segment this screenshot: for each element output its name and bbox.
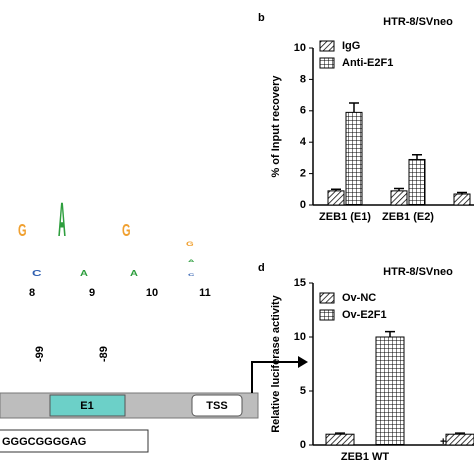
panel-label: d bbox=[258, 262, 265, 274]
logo-letter: G bbox=[18, 222, 27, 241]
error-bar bbox=[331, 188, 341, 191]
logo-letter: G bbox=[122, 222, 131, 241]
y-tick-label: 0 bbox=[300, 439, 306, 451]
logo-letter: A bbox=[58, 193, 66, 247]
y-tick-label: 15 bbox=[294, 277, 306, 289]
legend-swatch bbox=[319, 309, 335, 321]
y-tick-label: 8 bbox=[300, 73, 306, 85]
logo-letter: A bbox=[80, 269, 88, 278]
legend-label: Anti-E2F1 bbox=[342, 57, 393, 69]
bar bbox=[408, 158, 426, 206]
y-tick-label: 10 bbox=[294, 331, 306, 343]
logo-letter: A bbox=[130, 269, 138, 278]
tss-box bbox=[191, 394, 243, 417]
logo-position: 8 bbox=[29, 287, 35, 299]
error-bar bbox=[394, 187, 404, 191]
site-box bbox=[49, 394, 126, 417]
bar bbox=[375, 336, 405, 446]
logo-letter: G bbox=[186, 241, 194, 248]
bar bbox=[327, 190, 345, 206]
legend-label: IgG bbox=[342, 40, 360, 52]
legend-label: Ov-E2F1 bbox=[342, 309, 387, 321]
logo-position: 11 bbox=[199, 287, 211, 299]
error-bar bbox=[349, 102, 359, 113]
position-mark: -99 bbox=[34, 346, 46, 362]
x-tick-label: ZEB1 (E2) bbox=[382, 211, 434, 223]
chart-title: HTR-8/SVneo bbox=[383, 266, 453, 278]
panel-label: b bbox=[258, 12, 265, 24]
logo-letter: A bbox=[188, 259, 194, 263]
y-tick-label: 2 bbox=[300, 168, 306, 180]
logo-letter: C bbox=[188, 274, 195, 277]
bar bbox=[345, 111, 363, 206]
legend-swatch bbox=[319, 57, 335, 69]
legend-swatch bbox=[319, 292, 335, 304]
y-axis-label: Relative luciferase activity bbox=[270, 294, 282, 432]
y-tick-label: 10 bbox=[294, 42, 306, 54]
position-mark: -89 bbox=[98, 346, 110, 362]
bar bbox=[453, 193, 471, 206]
error-bar bbox=[412, 154, 422, 160]
sequence: GGGCGGGGAG bbox=[2, 436, 86, 448]
tss-label: TSS bbox=[206, 400, 227, 412]
x-tick-label: ZEB1 (E1) bbox=[319, 211, 371, 223]
error-bar bbox=[385, 330, 395, 337]
logo-letter: C bbox=[32, 269, 42, 278]
legend-label: Ov-NC bbox=[342, 292, 376, 304]
y-tick-label: 5 bbox=[300, 385, 306, 397]
arrow-head bbox=[298, 356, 308, 368]
sequence-box bbox=[0, 429, 149, 453]
error-bar bbox=[457, 191, 467, 195]
bar bbox=[325, 433, 355, 446]
bar bbox=[445, 433, 474, 446]
error-bar bbox=[455, 432, 465, 435]
y-axis-label: % of Input recovery bbox=[270, 75, 282, 178]
chart-title: HTR-8/SVneo bbox=[383, 16, 453, 28]
bar bbox=[390, 190, 408, 206]
error-bar bbox=[335, 432, 345, 435]
x-tick-label: ZEB1 WT bbox=[341, 451, 390, 463]
site-label: E1 bbox=[80, 400, 93, 412]
logo-position: 10 bbox=[146, 287, 158, 299]
tss-arrow bbox=[251, 361, 300, 393]
y-tick-label: 0 bbox=[300, 199, 306, 211]
logo-position: 9 bbox=[89, 287, 95, 299]
legend-swatch bbox=[319, 40, 335, 52]
y-tick-label: 6 bbox=[300, 105, 306, 117]
y-tick-label: 4 bbox=[300, 136, 307, 148]
